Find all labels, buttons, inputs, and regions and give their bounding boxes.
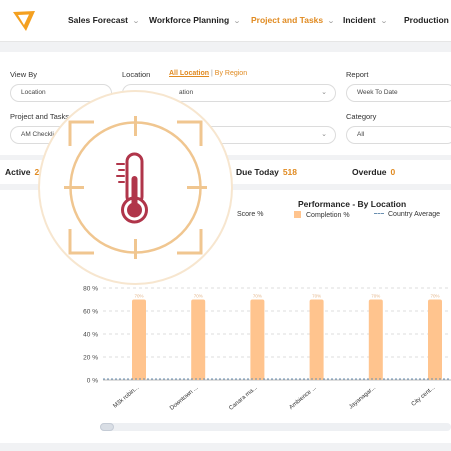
y-tick-label: 80 % xyxy=(83,286,98,293)
category-label: Category xyxy=(346,112,377,121)
legend-country-average[interactable]: Country Average xyxy=(374,211,440,218)
completion-bar xyxy=(191,299,206,380)
report-label: Report xyxy=(346,70,369,79)
legend-swatch-completion xyxy=(294,211,301,218)
completion-bar xyxy=(250,299,265,380)
tab-all-location[interactable]: All Location xyxy=(169,70,210,77)
y-tick-label: 0 % xyxy=(87,378,98,385)
completion-bar xyxy=(132,299,146,380)
nav-workforce-planning[interactable]: Workforce Planning ⌄ xyxy=(149,15,242,25)
x-tick-label: Jayanagar... xyxy=(348,385,377,411)
location-label: Location xyxy=(122,70,151,79)
completion-bar xyxy=(309,299,324,380)
y-tick-label: 40 % xyxy=(83,332,98,339)
legend-swatch-average xyxy=(374,213,384,214)
x-tick-label: M3k robin... xyxy=(112,385,140,410)
chart-scroll-handle[interactable] xyxy=(100,423,114,431)
completion-bar xyxy=(428,299,442,380)
stat-overdue: Overdue 0 xyxy=(352,167,396,177)
performance-bar-chart: 80 % 60 % 40 % 20 % 0 % 70% M3k robin... 70% Dow… xyxy=(83,286,451,412)
bar-data-label: 70% xyxy=(253,294,262,299)
bar-data-label: 70% xyxy=(194,294,203,299)
legend-score[interactable]: Score % xyxy=(237,211,264,218)
chevron-down-icon: ⌄ xyxy=(232,18,242,25)
x-tick-label: Canara ma... xyxy=(228,385,259,412)
x-tick-label: City cent... xyxy=(411,385,437,408)
stat-due-today: Due Today 518 xyxy=(236,167,298,177)
bar-data-label: 70% xyxy=(134,294,143,299)
chevron-down-icon: ⌄ xyxy=(379,18,388,25)
location-select[interactable]: ation ⌄ xyxy=(122,84,336,102)
top-navigation: Sales Forecast ⌄ Workforce Planning ⌄ Proj… xyxy=(0,0,451,42)
app-logo[interactable] xyxy=(10,7,38,35)
report-select[interactable]: Week To Date xyxy=(346,84,451,102)
chevron-down-icon: ⌄ xyxy=(326,18,336,25)
location-scope-tabs: All Location | By Region xyxy=(169,70,248,77)
project-label: Project and Tasks xyxy=(10,112,70,121)
thermometer-icon xyxy=(64,116,207,259)
thermometer-overlay xyxy=(38,90,233,285)
chevron-down-icon: ⌄ xyxy=(321,89,327,96)
x-tick-label: Ambience ... xyxy=(288,385,318,411)
y-tick-label: 60 % xyxy=(83,309,98,316)
legend-completion[interactable]: Completion % xyxy=(294,211,350,219)
bar-data-label: 70% xyxy=(371,294,380,299)
category-select[interactable]: All xyxy=(346,126,451,144)
y-tick-label: 20 % xyxy=(83,355,98,362)
chevron-down-icon: ⌄ xyxy=(131,18,141,25)
x-tick-label: Downtown ... xyxy=(169,385,200,412)
tab-by-region[interactable]: By Region xyxy=(214,70,248,77)
bar-data-label: 70% xyxy=(430,294,439,299)
nav-production[interactable]: Production⌄ xyxy=(404,15,449,25)
chart-title: Performance - By Location xyxy=(298,199,407,209)
nav-sales-forecast[interactable]: Sales Forecast ⌄ xyxy=(68,15,141,25)
nav-incident[interactable]: Incident ⌄ xyxy=(343,15,388,25)
chevron-down-icon: ⌄ xyxy=(321,131,327,138)
completion-bar xyxy=(368,299,383,380)
view-by-label: View By xyxy=(10,70,37,79)
chart-scroll-track[interactable] xyxy=(100,423,451,431)
bar-data-label: 70% xyxy=(312,294,321,299)
nav-project-and-tasks[interactable]: Project and Tasks ⌄ xyxy=(251,15,336,25)
